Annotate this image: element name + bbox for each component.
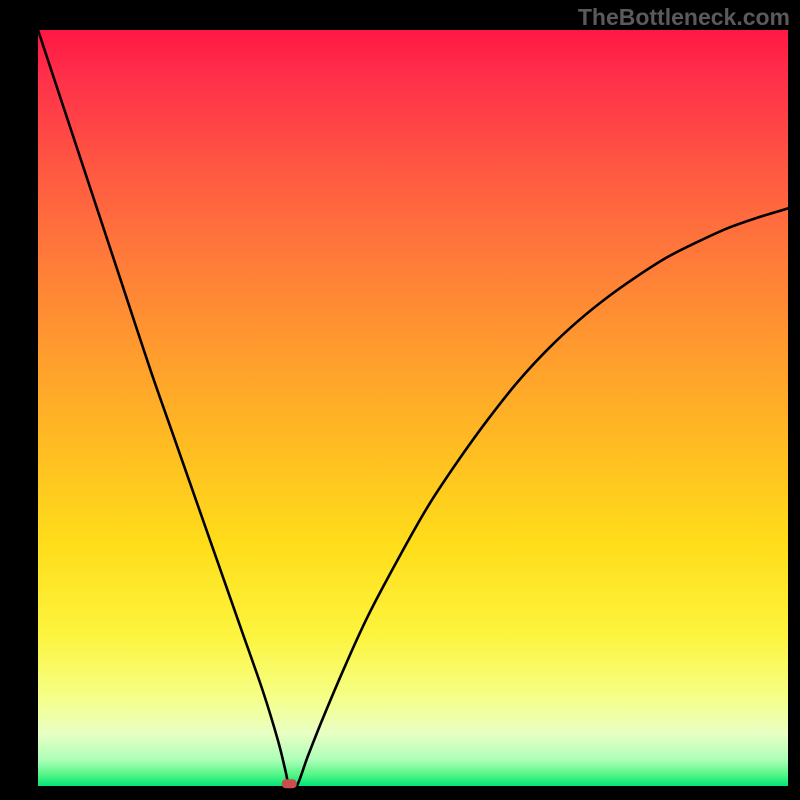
plot-background bbox=[38, 30, 788, 786]
chart-container: TheBottleneck.com bbox=[0, 0, 800, 800]
optimum-marker bbox=[282, 779, 297, 788]
chart-svg bbox=[0, 0, 800, 800]
